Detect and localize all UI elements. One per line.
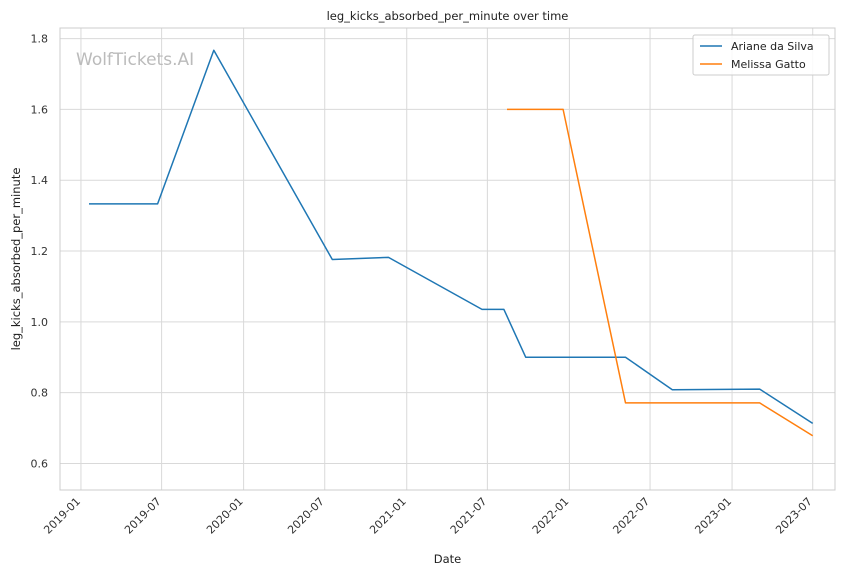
x-tick-label: 2021-01 (367, 495, 409, 537)
series-lines (89, 49, 814, 437)
series-line-melissa-gatto (507, 108, 814, 437)
legend-box (692, 34, 830, 76)
x-tick-label: 2021-07 (448, 495, 490, 537)
grid (60, 28, 835, 490)
x-tick-label: 2022-01 (530, 495, 572, 537)
legend-label: Melissa Gatto (731, 58, 806, 71)
chart-title: leg_kicks_absorbed_per_minute over time (327, 9, 569, 23)
watermark: WolfTickets.AI (76, 50, 194, 70)
y-tick-label: 0.8 (31, 387, 49, 400)
plot-frame (59, 27, 836, 491)
legend-label: Ariane da Silva (731, 40, 814, 53)
y-tick-label: 0.6 (31, 457, 49, 470)
y-tick-label: 1.0 (31, 316, 49, 329)
y-tick-label: 1.2 (31, 245, 49, 258)
y-axis-ticks: 0.6 0.8 1.0 1.2 1.4 1.6 1.8 (31, 33, 49, 471)
x-axis-label: Date (434, 552, 462, 566)
plot-background (60, 28, 835, 490)
x-tick-label: 2023-07 (773, 495, 815, 537)
x-tick-label: 2020-01 (204, 495, 246, 537)
x-tick-label: 2019-01 (41, 495, 83, 537)
y-tick-label: 1.6 (31, 103, 49, 116)
x-tick-label: 2019-07 (122, 495, 164, 537)
x-tick-label: 2022-07 (610, 495, 652, 537)
legend: Ariane da Silva Melissa Gatto (692, 34, 830, 76)
y-tick-label: 1.4 (31, 174, 49, 187)
x-tick-label: 2023-01 (692, 495, 734, 537)
y-axis-label: leg_kicks_absorbed_per_minute (9, 168, 23, 351)
x-tick-label: 2020-07 (285, 495, 327, 537)
x-axis-ticks: 2019-01 2019-07 2020-01 2020-07 2021-01 2021-… (41, 495, 814, 537)
y-tick-label: 1.8 (31, 33, 49, 46)
series-line-ariane-da-silva (89, 49, 814, 425)
